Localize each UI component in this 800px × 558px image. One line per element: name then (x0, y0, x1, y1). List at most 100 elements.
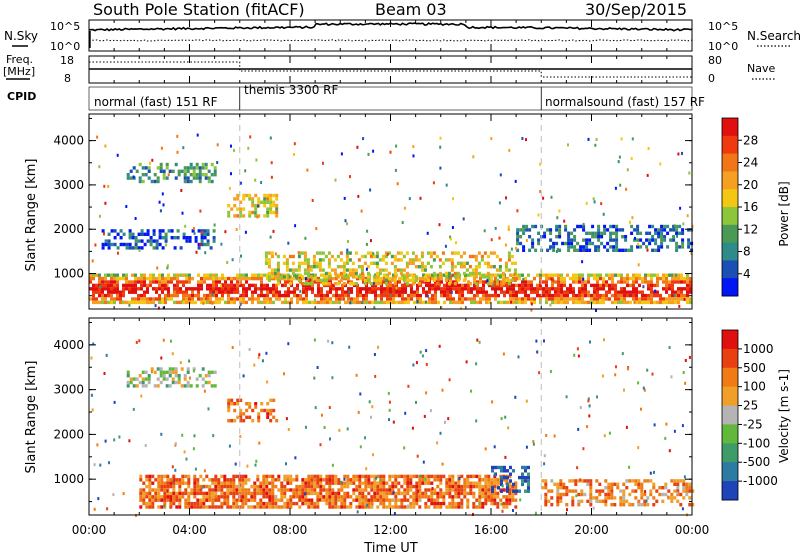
heat-cell (482, 293, 485, 298)
heat-cell (496, 505, 500, 509)
heat-cell (233, 297, 236, 301)
heat-cell (126, 384, 130, 388)
heat-cell (200, 300, 203, 305)
heat-cell (294, 456, 297, 460)
heat-cell (533, 290, 536, 294)
heat-cell (272, 204, 276, 208)
heat-cell (166, 266, 169, 270)
heat-cell (142, 491, 146, 496)
heat-cell (650, 283, 653, 288)
heat-cell (186, 179, 190, 184)
heat-cell (113, 276, 116, 281)
heat-cell (503, 300, 506, 305)
heat-cell (495, 268, 499, 272)
heat-cell (162, 370, 166, 374)
heat-cell (176, 273, 179, 277)
heat-cell (257, 197, 261, 201)
heat-cell (183, 173, 187, 177)
heat-cell (522, 228, 526, 232)
heat-cell (415, 495, 419, 499)
heat-cell (581, 260, 584, 264)
heat-cell (323, 283, 326, 288)
heat-cell (346, 484, 350, 489)
heat-cell (618, 248, 622, 252)
heat-cell (230, 276, 233, 281)
heat-cell (245, 402, 249, 406)
heat-cell (303, 261, 307, 265)
heat-cell (450, 265, 454, 269)
heat-cell (426, 275, 430, 279)
heat-cell (216, 161, 219, 164)
heat-cell (316, 491, 320, 496)
heat-cell (248, 402, 252, 406)
heat-cell (142, 488, 146, 492)
heat-cell (644, 273, 647, 277)
heat-cell (269, 136, 272, 140)
heat-cell (313, 338, 316, 342)
heat-cell (122, 283, 125, 288)
heat-cell (614, 186, 617, 190)
heat-cell (211, 301, 214, 305)
heat-cell (463, 488, 467, 492)
heat-cell (508, 498, 512, 502)
heat-cell (385, 495, 389, 499)
heat-cell (527, 297, 530, 301)
heat-cell (471, 268, 475, 272)
heat-cell (608, 273, 611, 277)
heat-cell (672, 228, 676, 232)
heat-cell (253, 488, 257, 492)
heat-cell (202, 498, 206, 502)
heat-cell (274, 501, 278, 506)
heat-cell (383, 273, 386, 277)
heat-cell (330, 254, 334, 259)
heat-cell (205, 297, 208, 301)
heat-cell (148, 501, 152, 506)
heat-cell (176, 293, 179, 298)
heat-cell (235, 498, 239, 502)
heat-cell (436, 498, 440, 502)
heat-cell (162, 338, 165, 342)
heat-cell (635, 273, 638, 277)
heat-cell (365, 297, 368, 301)
heat-cell (450, 268, 454, 272)
heat-cell (400, 484, 404, 489)
heat-cell (359, 293, 362, 298)
heat-cell (648, 231, 652, 235)
heat-cell (475, 474, 479, 479)
heat-cell (342, 282, 346, 286)
heat-cell (676, 489, 680, 493)
heat-cell (500, 290, 503, 294)
heat-cell (447, 258, 451, 262)
heat-cell (374, 287, 377, 291)
heat-cell (605, 293, 608, 298)
heat-cell (309, 265, 313, 269)
heat-cell (244, 491, 248, 496)
heat-cell (346, 222, 348, 226)
heat-cell (515, 273, 518, 277)
heat-cell (323, 293, 326, 298)
heat-cell (615, 231, 619, 235)
heat-cell (207, 169, 211, 173)
heat-cell (94, 243, 97, 247)
heat-cell (598, 482, 602, 486)
heat-cell (558, 228, 562, 232)
heat-cell (203, 300, 206, 305)
heat-cell (573, 238, 577, 242)
heat-cell (310, 484, 314, 489)
heat-cell (327, 261, 331, 265)
heat-cell (262, 474, 266, 479)
heat-cell (157, 488, 161, 492)
heat-cell (302, 300, 305, 305)
heat-cell (250, 495, 254, 499)
heat-cell (508, 501, 512, 506)
heat-cell (603, 338, 605, 342)
heat-cell (104, 273, 107, 277)
heat-cell (265, 488, 269, 492)
heat-cell (154, 488, 158, 492)
heat-cell (471, 254, 475, 259)
heat-cell (596, 276, 599, 281)
heat-cell (160, 484, 164, 489)
heat-cell (611, 283, 614, 288)
heat-cell (658, 486, 662, 490)
heat-cell (686, 293, 689, 298)
